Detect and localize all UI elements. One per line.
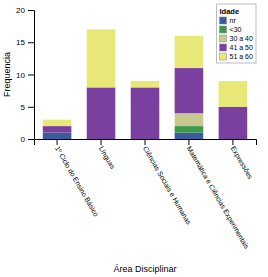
x-tick-label: Expressões bbox=[229, 145, 254, 181]
bar-segment bbox=[175, 126, 204, 132]
y-tick-mark bbox=[28, 42, 34, 43]
x-axis: 1º Ciclo do Ensino BásicoLínguas Ciências… bbox=[35, 139, 257, 251]
bar-segment bbox=[175, 133, 204, 139]
x-tick-mark bbox=[101, 139, 102, 145]
x-axis-title: Área Disciplinar bbox=[113, 264, 176, 274]
x-tick-mark bbox=[232, 139, 233, 145]
y-tick-mark bbox=[28, 139, 34, 140]
y-tick: 0 bbox=[21, 135, 34, 144]
legend-label: nr bbox=[230, 17, 237, 24]
bar-segment bbox=[175, 68, 204, 113]
series bbox=[175, 126, 204, 132]
y-tick: 10 bbox=[16, 71, 34, 80]
y-tick: 5 bbox=[21, 103, 34, 112]
legend-swatch bbox=[220, 44, 227, 51]
legend-label: <30 bbox=[230, 26, 242, 33]
legend-title: Idade bbox=[220, 7, 240, 16]
x-tick-label: 1º Ciclo do Ensino Básico bbox=[54, 145, 100, 218]
x-tick-label: Ciências Sociais e Humanas bbox=[142, 145, 193, 226]
bar-segment bbox=[219, 81, 248, 107]
y-axis-title: Frequencia bbox=[2, 52, 12, 97]
y-axis-line bbox=[28, 11, 35, 140]
y-tick-label: 20 bbox=[16, 6, 25, 15]
x-tick: Expressões bbox=[229, 139, 254, 181]
y-tick-label: 0 bbox=[21, 135, 26, 144]
bar-segment bbox=[131, 87, 160, 139]
y-tick-label: 5 bbox=[21, 103, 26, 112]
y-tick-mark bbox=[28, 107, 34, 108]
bar-segment bbox=[219, 107, 248, 139]
legend-box bbox=[217, 4, 256, 63]
bar-segment bbox=[87, 29, 116, 87]
legend-swatch bbox=[220, 17, 227, 24]
y-tick: 20 bbox=[16, 6, 34, 15]
x-tick-mark bbox=[145, 139, 146, 145]
legend-label: 30 a 40 bbox=[230, 35, 253, 42]
bar-segment bbox=[43, 126, 72, 132]
x-tick-mark bbox=[57, 139, 58, 145]
series bbox=[43, 133, 203, 139]
y-tick-label: 10 bbox=[16, 71, 25, 80]
legend-swatch bbox=[220, 26, 227, 33]
legend-label: 51 a 60 bbox=[230, 53, 253, 60]
bar-segment bbox=[131, 81, 160, 87]
series bbox=[43, 68, 247, 139]
y-axis: 0 5 10 15 20 bbox=[16, 6, 34, 144]
bar-segment bbox=[175, 36, 204, 68]
legend-swatch bbox=[220, 35, 227, 42]
y-tick-mark bbox=[28, 75, 34, 76]
legend-swatch bbox=[220, 53, 227, 60]
legend-label: 41 a 50 bbox=[230, 44, 253, 51]
y-tick-mark bbox=[28, 10, 34, 11]
bar-segment bbox=[43, 133, 72, 139]
x-tick-mark bbox=[188, 139, 189, 145]
chart: 0 5 10 15 20 1º Ciclo do Ensino BásicoLínguas… bbox=[0, 0, 268, 277]
bar-segment bbox=[43, 120, 72, 126]
bar-segment bbox=[175, 113, 204, 126]
y-tick: 15 bbox=[16, 38, 34, 47]
x-tick: Ciências Sociais e Humanas bbox=[142, 139, 193, 226]
series bbox=[175, 113, 204, 126]
x-tick: Línguas bbox=[97, 139, 117, 171]
bar-segment bbox=[87, 87, 116, 139]
x-tick: 1º Ciclo do Ensino Básico bbox=[54, 139, 100, 218]
y-tick-label: 15 bbox=[16, 38, 25, 47]
legend: Idadenr <30 30 a 40 41 a 50 51 a 60 bbox=[217, 4, 256, 63]
x-axis-line bbox=[35, 140, 257, 146]
x-tick-label: Línguas bbox=[97, 145, 117, 171]
